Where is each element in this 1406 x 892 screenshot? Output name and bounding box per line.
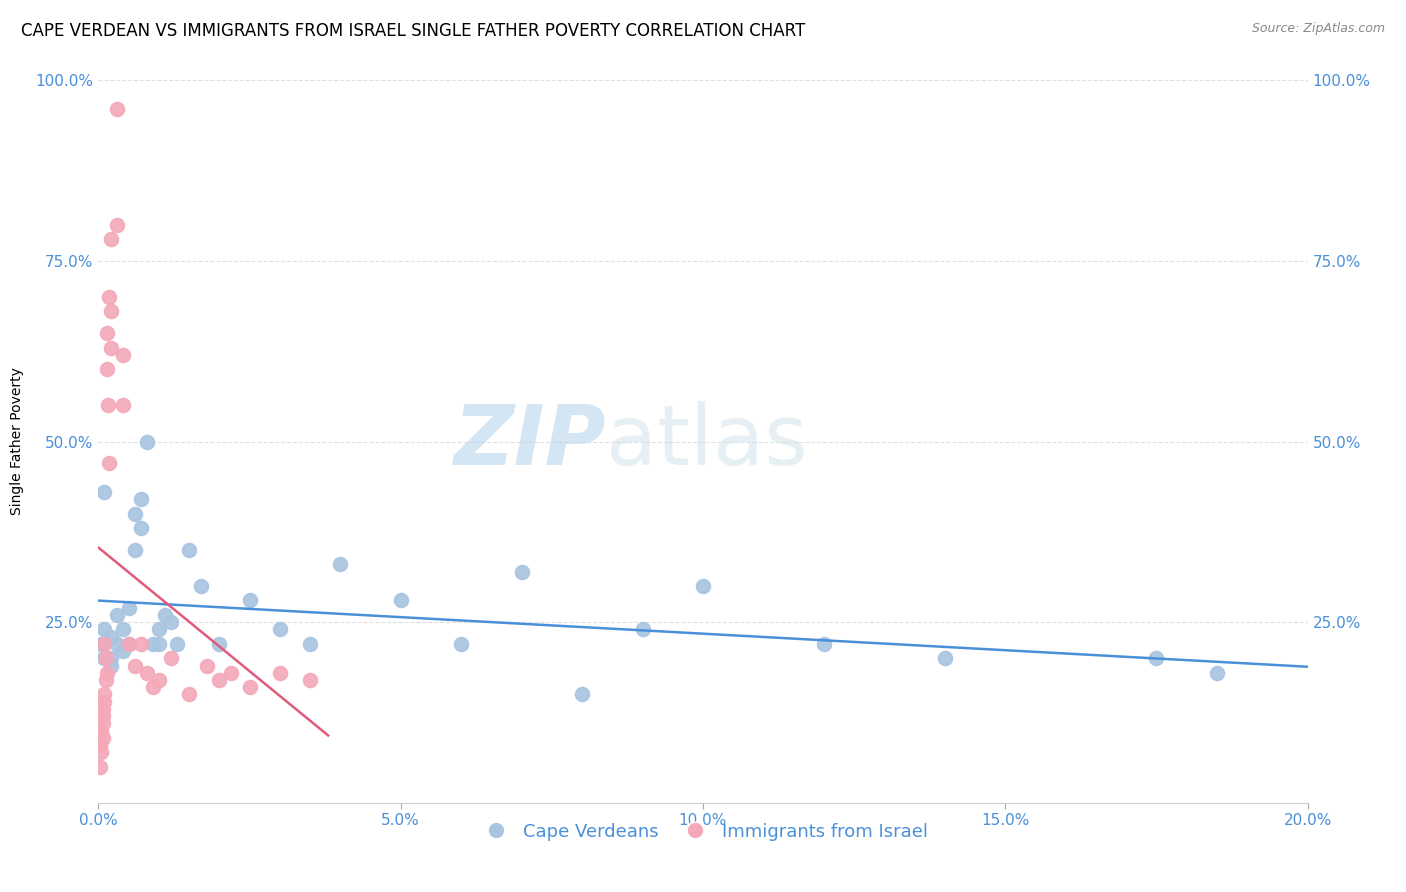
- Text: Source: ZipAtlas.com: Source: ZipAtlas.com: [1251, 22, 1385, 36]
- Point: [118, 637, 141, 651]
- Point: [329, 558, 352, 572]
- Point: [90, 745, 112, 759]
- Text: atlas: atlas: [606, 401, 808, 482]
- Point: [93, 687, 115, 701]
- Point: [1144, 651, 1167, 665]
- Point: [142, 637, 165, 651]
- Point: [96, 362, 118, 376]
- Point: [111, 644, 134, 658]
- Point: [148, 673, 170, 687]
- Point: [148, 623, 170, 637]
- Point: [93, 623, 115, 637]
- Point: [105, 218, 128, 232]
- Point: [89, 760, 111, 774]
- Point: [450, 637, 472, 651]
- Point: [179, 687, 201, 701]
- Point: [166, 637, 188, 651]
- Point: [90, 723, 112, 738]
- Point: [269, 623, 291, 637]
- Point: [135, 434, 157, 449]
- Point: [692, 579, 714, 593]
- Point: [208, 637, 231, 651]
- Y-axis label: Single Father Poverty: Single Father Poverty: [10, 368, 24, 516]
- Point: [96, 326, 118, 340]
- Point: [510, 565, 533, 579]
- Point: [98, 290, 121, 304]
- Point: [389, 593, 412, 607]
- Point: [631, 623, 654, 637]
- Point: [129, 492, 152, 507]
- Point: [93, 651, 115, 665]
- Point: [96, 665, 118, 680]
- Point: [153, 607, 176, 622]
- Point: [97, 398, 120, 412]
- Point: [269, 665, 291, 680]
- Point: [135, 665, 157, 680]
- Point: [148, 637, 170, 651]
- Point: [190, 579, 212, 593]
- Point: [118, 600, 141, 615]
- Point: [97, 456, 120, 470]
- Point: [94, 673, 117, 687]
- Point: [105, 607, 128, 622]
- Point: [111, 623, 134, 637]
- Point: [100, 658, 122, 673]
- Point: [160, 615, 183, 630]
- Point: [124, 542, 146, 557]
- Point: [93, 695, 115, 709]
- Point: [179, 542, 201, 557]
- Point: [1206, 665, 1229, 680]
- Legend: Cape Verdeans, Immigrants from Israel: Cape Verdeans, Immigrants from Israel: [471, 815, 935, 848]
- Point: [90, 637, 112, 651]
- Point: [129, 637, 152, 651]
- Point: [118, 637, 141, 651]
- Point: [124, 507, 146, 521]
- Point: [93, 637, 115, 651]
- Point: [105, 637, 128, 651]
- Point: [100, 651, 122, 665]
- Point: [100, 232, 122, 246]
- Point: [195, 658, 218, 673]
- Point: [91, 731, 114, 745]
- Point: [111, 398, 134, 412]
- Point: [96, 651, 118, 665]
- Point: [91, 702, 114, 716]
- Point: [571, 687, 593, 701]
- Point: [91, 709, 114, 723]
- Point: [299, 637, 322, 651]
- Point: [299, 673, 322, 687]
- Point: [100, 630, 122, 644]
- Point: [105, 102, 128, 116]
- Point: [813, 637, 835, 651]
- Point: [142, 680, 165, 694]
- Point: [89, 738, 111, 752]
- Point: [129, 521, 152, 535]
- Point: [239, 680, 262, 694]
- Point: [221, 665, 243, 680]
- Point: [124, 658, 146, 673]
- Text: ZIP: ZIP: [454, 401, 606, 482]
- Point: [91, 716, 114, 731]
- Point: [111, 348, 134, 362]
- Point: [208, 673, 231, 687]
- Point: [934, 651, 956, 665]
- Point: [160, 651, 183, 665]
- Point: [93, 485, 115, 500]
- Point: [100, 304, 122, 318]
- Text: CAPE VERDEAN VS IMMIGRANTS FROM ISRAEL SINGLE FATHER POVERTY CORRELATION CHART: CAPE VERDEAN VS IMMIGRANTS FROM ISRAEL S…: [21, 22, 806, 40]
- Point: [239, 593, 262, 607]
- Point: [100, 341, 122, 355]
